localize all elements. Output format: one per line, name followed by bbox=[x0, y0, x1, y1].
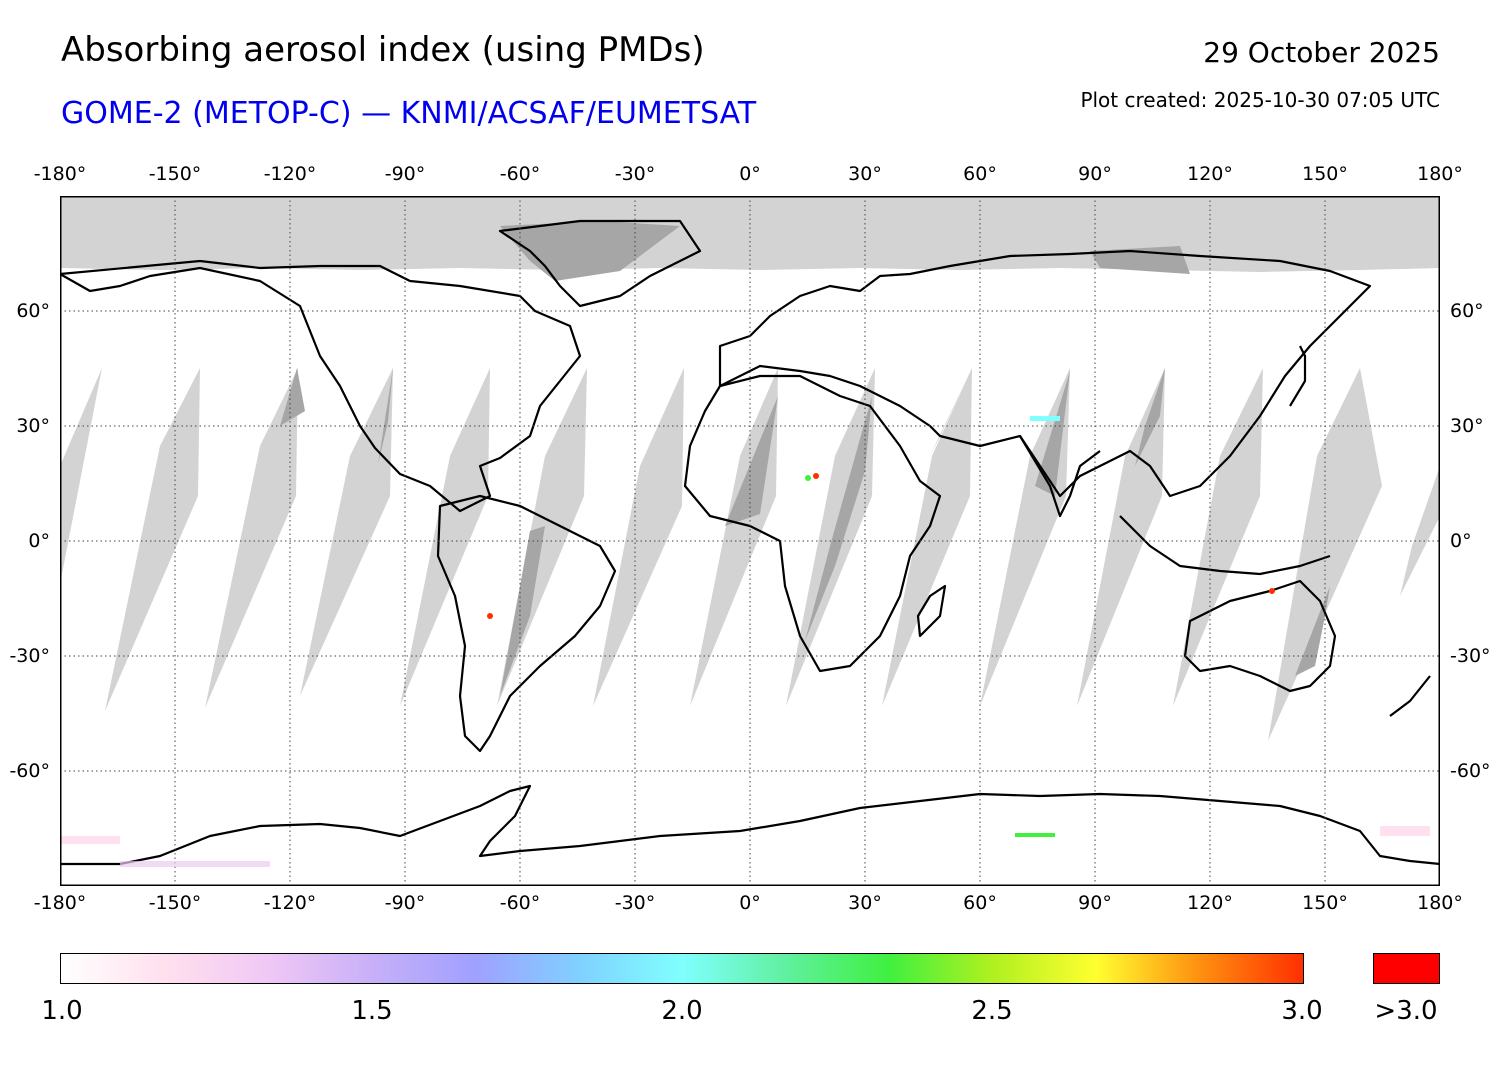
lat-label-right: -30° bbox=[1450, 645, 1491, 667]
orbit-gap-swath bbox=[882, 368, 972, 706]
orbit-gap-land-segment bbox=[1035, 371, 1070, 496]
lat-label-left: -60° bbox=[9, 760, 50, 782]
lon-label-top: 120° bbox=[1187, 163, 1233, 185]
lon-label-top: -150° bbox=[148, 163, 202, 185]
africa-coastline bbox=[683, 374, 942, 673]
lon-label-top: -60° bbox=[499, 163, 541, 185]
madagascar-coastline bbox=[916, 584, 947, 638]
lon-label-top: -180° bbox=[33, 163, 87, 185]
orbit-gap-land-segment bbox=[280, 368, 305, 426]
colorbar-overflow-label: >3.0 bbox=[1374, 996, 1438, 1026]
aerosol-index-speckles bbox=[60, 416, 1430, 867]
north-america-coastline bbox=[60, 259, 582, 513]
orbit-gap-land-segment bbox=[725, 396, 778, 526]
aerosol-hotspot bbox=[1269, 588, 1275, 594]
lon-label-bottom: 180° bbox=[1417, 892, 1463, 914]
page-title: Absorbing aerosol index (using PMDs) bbox=[61, 30, 705, 70]
orbit-gap-swath bbox=[1400, 466, 1440, 596]
lon-label-bottom: -120° bbox=[263, 892, 317, 914]
lon-label-bottom: -30° bbox=[614, 892, 656, 914]
orbit-gap-swath bbox=[1268, 368, 1382, 741]
lat-label-left: 0° bbox=[28, 530, 50, 552]
aerosol-patch bbox=[120, 861, 270, 867]
colorbar-tick-label: 3.0 bbox=[1281, 996, 1323, 1026]
aerosol-hotspot bbox=[805, 475, 811, 481]
eurasia-coastline bbox=[718, 249, 1372, 498]
lon-label-bottom: -90° bbox=[384, 892, 426, 914]
map-border bbox=[60, 196, 1440, 886]
lon-label-bottom: 120° bbox=[1187, 892, 1233, 914]
aerosol-patch bbox=[1380, 826, 1430, 836]
orbit-gap-swath bbox=[300, 368, 393, 696]
antarctica-coastline bbox=[60, 784, 1440, 866]
new-zealand-coastline bbox=[1389, 675, 1431, 717]
arctic-no-data-area bbox=[60, 196, 1440, 272]
lat-label-right: -60° bbox=[1450, 760, 1491, 782]
lon-label-top: -120° bbox=[263, 163, 317, 185]
page-subtitle: GOME-2 (METOP-C) — KNMI/ACSAF/EUMETSAT bbox=[61, 96, 757, 131]
orbit-gap-land-segment bbox=[1135, 368, 1165, 466]
lon-label-top: 180° bbox=[1417, 163, 1463, 185]
lon-label-top: 0° bbox=[739, 163, 761, 185]
lon-label-bottom: 90° bbox=[1078, 892, 1112, 914]
plot-date: 29 October 2025 bbox=[1203, 36, 1440, 69]
lon-label-bottom: 30° bbox=[848, 892, 882, 914]
colorbar-overflow-swatch bbox=[1373, 953, 1440, 984]
australia-coastline bbox=[1183, 579, 1337, 693]
lon-label-bottom: -60° bbox=[499, 892, 541, 914]
orbit-gap-land-segment bbox=[378, 368, 393, 464]
orbit-gap-swath bbox=[593, 368, 684, 706]
orbit-gap-swath bbox=[1173, 368, 1263, 706]
coastlines bbox=[60, 219, 1440, 866]
aerosol-patch bbox=[1030, 416, 1060, 421]
colorbar-tick-label: 2.0 bbox=[661, 996, 703, 1026]
orbit-gap-swath bbox=[1077, 368, 1165, 706]
lon-label-bottom: -180° bbox=[33, 892, 87, 914]
orbit-gap-land-segment bbox=[500, 526, 545, 696]
map-gridlines bbox=[60, 196, 1440, 886]
aerosol-patch bbox=[60, 836, 120, 844]
lon-label-top: -90° bbox=[384, 163, 426, 185]
orbit-gap-swath bbox=[105, 368, 200, 711]
japan-coastline bbox=[1289, 345, 1307, 407]
orbit-gap-swath bbox=[786, 368, 875, 706]
colorbar bbox=[60, 953, 1304, 984]
lon-label-bottom: 60° bbox=[963, 892, 997, 914]
lon-label-bottom: 0° bbox=[739, 892, 761, 914]
indian-subcontinent-coastline bbox=[1019, 435, 1101, 518]
south-america-coastline bbox=[436, 494, 617, 753]
lat-label-left: 60° bbox=[16, 300, 50, 322]
orbit-gap-land-segment bbox=[930, 368, 972, 456]
lat-label-left: 30° bbox=[16, 415, 50, 437]
colorbar-tick-label: 1.0 bbox=[41, 996, 83, 1026]
orbit-gap-land-segment bbox=[805, 396, 872, 641]
lat-label-left: -30° bbox=[9, 645, 50, 667]
lon-label-top: 60° bbox=[963, 163, 997, 185]
aerosol-patch bbox=[1015, 833, 1055, 837]
orbit-gap-swath bbox=[205, 368, 298, 708]
colorbar-tick-label: 2.5 bbox=[971, 996, 1013, 1026]
indonesia-coastline bbox=[1119, 515, 1331, 576]
lat-label-right: 30° bbox=[1450, 415, 1484, 437]
lon-label-top: 30° bbox=[848, 163, 882, 185]
greenland-coastline bbox=[498, 219, 702, 308]
lon-label-bottom: 150° bbox=[1302, 892, 1348, 914]
lon-label-top: -30° bbox=[614, 163, 656, 185]
lon-label-bottom: -150° bbox=[148, 892, 202, 914]
lon-label-top: 90° bbox=[1078, 163, 1112, 185]
plot-created-timestamp: Plot created: 2025-10-30 07:05 UTC bbox=[1080, 88, 1440, 112]
aerosol-hotspot bbox=[487, 613, 493, 619]
orbit-gap-land-segment bbox=[1295, 586, 1330, 676]
lon-label-top: 150° bbox=[1302, 163, 1348, 185]
lat-label-right: 0° bbox=[1450, 530, 1472, 552]
aerosol-hotspot bbox=[813, 473, 819, 479]
orbit-gap-swath bbox=[400, 368, 490, 706]
lat-label-right: 60° bbox=[1450, 300, 1484, 322]
orbit-gap-swath bbox=[60, 368, 102, 584]
colorbar-tick-label: 1.5 bbox=[351, 996, 393, 1026]
aerosol-index-map bbox=[60, 196, 1440, 886]
